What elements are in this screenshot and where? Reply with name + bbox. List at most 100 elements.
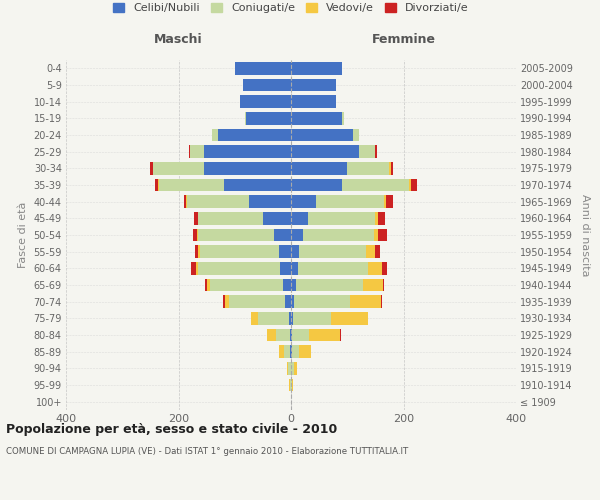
Bar [286, 296, 291, 308]
Text: COMUNE DI CAMPAGNA LUPIA (VE) - Dati ISTAT 1° gennaio 2010 - Elaborazione TUTTIT: COMUNE DI CAMPAGNA LUPIA (VE) - Dati IST… [6, 448, 408, 456]
Bar [294, 296, 350, 308]
Bar [309, 329, 340, 341]
Bar [153, 162, 204, 174]
Bar [298, 262, 368, 274]
Bar [223, 296, 224, 308]
Bar [197, 229, 198, 241]
Bar [386, 196, 393, 208]
Bar [350, 296, 381, 308]
Bar [194, 212, 197, 224]
Bar [291, 112, 341, 124]
Bar [196, 262, 198, 274]
Bar [291, 329, 292, 341]
Bar [283, 279, 291, 291]
Bar [229, 296, 286, 308]
Bar [291, 312, 293, 324]
Bar [376, 212, 378, 224]
Bar [291, 379, 292, 391]
Bar [195, 246, 198, 258]
Bar [287, 362, 288, 374]
Text: Maschi: Maschi [154, 33, 203, 46]
Bar [374, 229, 378, 241]
Bar [378, 212, 385, 224]
Bar [268, 329, 276, 341]
Bar [412, 179, 417, 191]
Bar [184, 196, 187, 208]
Legend: Celibi/Nubili, Coniugati/e, Vedovi/e, Divorziati/e: Celibi/Nubili, Coniugati/e, Vedovi/e, Di… [113, 2, 469, 13]
Bar [288, 362, 291, 374]
Bar [293, 312, 331, 324]
Bar [291, 296, 294, 308]
Bar [383, 279, 385, 291]
Bar [341, 112, 344, 124]
Bar [291, 162, 347, 174]
Bar [316, 196, 384, 208]
Text: Femmine: Femmine [371, 33, 436, 46]
Bar [280, 262, 291, 274]
Bar [347, 162, 389, 174]
Bar [291, 212, 308, 224]
Bar [291, 246, 299, 258]
Bar [291, 146, 359, 158]
Bar [409, 179, 412, 191]
Bar [391, 162, 394, 174]
Bar [274, 229, 291, 241]
Bar [378, 229, 386, 241]
Bar [291, 279, 296, 291]
Bar [368, 262, 382, 274]
Bar [279, 346, 284, 358]
Bar [304, 229, 374, 241]
Bar [193, 229, 197, 241]
Bar [291, 362, 294, 374]
Text: Popolazione per età, sesso e stato civile - 2010: Popolazione per età, sesso e stato civil… [6, 422, 337, 436]
Bar [205, 279, 207, 291]
Bar [384, 196, 386, 208]
Bar [291, 262, 298, 274]
Bar [243, 78, 291, 91]
Bar [155, 179, 158, 191]
Bar [284, 346, 290, 358]
Bar [263, 212, 291, 224]
Bar [258, 312, 289, 324]
Bar [210, 279, 283, 291]
Bar [292, 346, 299, 358]
Bar [224, 296, 229, 308]
Bar [251, 312, 258, 324]
Bar [159, 179, 223, 191]
Bar [381, 296, 382, 308]
Bar [296, 279, 363, 291]
Bar [212, 128, 218, 141]
Y-axis label: Fasce di età: Fasce di età [18, 202, 28, 268]
Bar [299, 346, 311, 358]
Bar [359, 146, 376, 158]
Bar [291, 128, 353, 141]
Bar [218, 128, 291, 141]
Bar [198, 229, 274, 241]
Bar [246, 112, 291, 124]
Bar [289, 312, 291, 324]
Bar [376, 146, 377, 158]
Bar [341, 179, 409, 191]
Bar [294, 362, 296, 374]
Bar [151, 162, 153, 174]
Bar [291, 196, 316, 208]
Bar [198, 212, 263, 224]
Bar [291, 78, 336, 91]
Bar [291, 62, 341, 74]
Bar [299, 246, 367, 258]
Bar [241, 96, 291, 108]
Bar [290, 379, 291, 391]
Bar [278, 246, 291, 258]
Bar [389, 162, 391, 174]
Bar [200, 246, 278, 258]
Bar [207, 279, 210, 291]
Bar [191, 262, 196, 274]
Bar [235, 62, 291, 74]
Bar [291, 229, 304, 241]
Bar [353, 128, 359, 141]
Bar [308, 212, 376, 224]
Bar [223, 179, 291, 191]
Bar [187, 196, 249, 208]
Bar [292, 329, 309, 341]
Bar [198, 262, 280, 274]
